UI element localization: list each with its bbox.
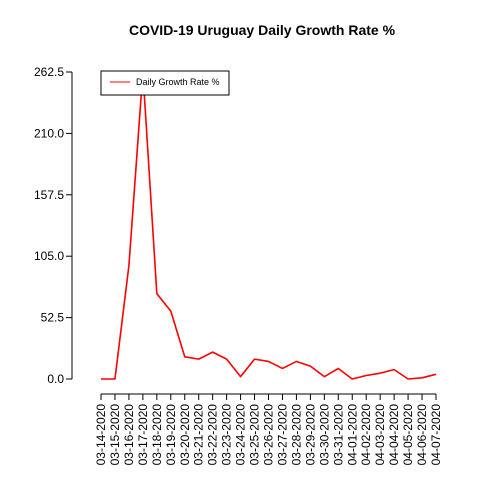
series-line (101, 72, 436, 379)
x-tick-label: 04-05-2020 (401, 404, 415, 466)
y-tick-label: 105.0 (34, 249, 64, 263)
x-tick-label: 03-16-2020 (122, 404, 136, 466)
y-axis: 0.0 52.5 105.0 157.5 210.0 262.5 (34, 65, 72, 386)
x-tick-label: 03-26-2020 (262, 404, 276, 466)
x-tick-label: 04-06-2020 (415, 404, 429, 466)
y-tick-label: 262.5 (34, 65, 64, 79)
x-tick-label: 03-30-2020 (317, 404, 331, 466)
x-tick-label: 04-04-2020 (387, 404, 401, 466)
legend-label: Daily Growth Rate % (136, 77, 220, 87)
x-tick-label: 04-01-2020 (345, 404, 359, 466)
y-tick-label: 210.0 (34, 126, 64, 140)
series-layer (101, 72, 436, 379)
x-tick-label: 03-18-2020 (150, 404, 164, 466)
x-tick-label: 03-17-2020 (136, 404, 150, 466)
y-tick-label: 0.0 (47, 372, 64, 386)
x-tick-label: 03-21-2020 (192, 404, 206, 466)
y-tick-label: 157.5 (34, 188, 64, 202)
chart-title: COVID-19 Uruguay Daily Growth Rate % (129, 22, 396, 38)
x-tick-label: 03-28-2020 (289, 404, 303, 466)
x-tick-label: 03-25-2020 (248, 404, 262, 466)
x-tick-label: 03-20-2020 (178, 404, 192, 466)
x-axis: 03-14-2020 03-15-2020 03-16-2020 03-17-2020… (94, 394, 443, 465)
x-tick-label: 04-02-2020 (359, 404, 373, 466)
x-tick-label: 03-24-2020 (234, 404, 248, 466)
x-tick-label: 03-14-2020 (94, 404, 108, 466)
x-tick-label: 03-27-2020 (275, 404, 289, 466)
x-tick-label: 03-19-2020 (164, 404, 178, 466)
x-tick-label: 03-23-2020 (220, 404, 234, 466)
x-tick-label: 04-03-2020 (373, 404, 387, 466)
x-tick-label: 03-15-2020 (108, 404, 122, 466)
y-tick-label: 52.5 (41, 311, 65, 325)
x-tick-label: 03-22-2020 (206, 404, 220, 466)
x-tick-label: 03-31-2020 (331, 404, 345, 466)
x-tick-label: 04-07-2020 (429, 404, 443, 466)
legend: Daily Growth Rate % (101, 71, 229, 95)
x-tick-label: 03-29-2020 (303, 404, 317, 466)
